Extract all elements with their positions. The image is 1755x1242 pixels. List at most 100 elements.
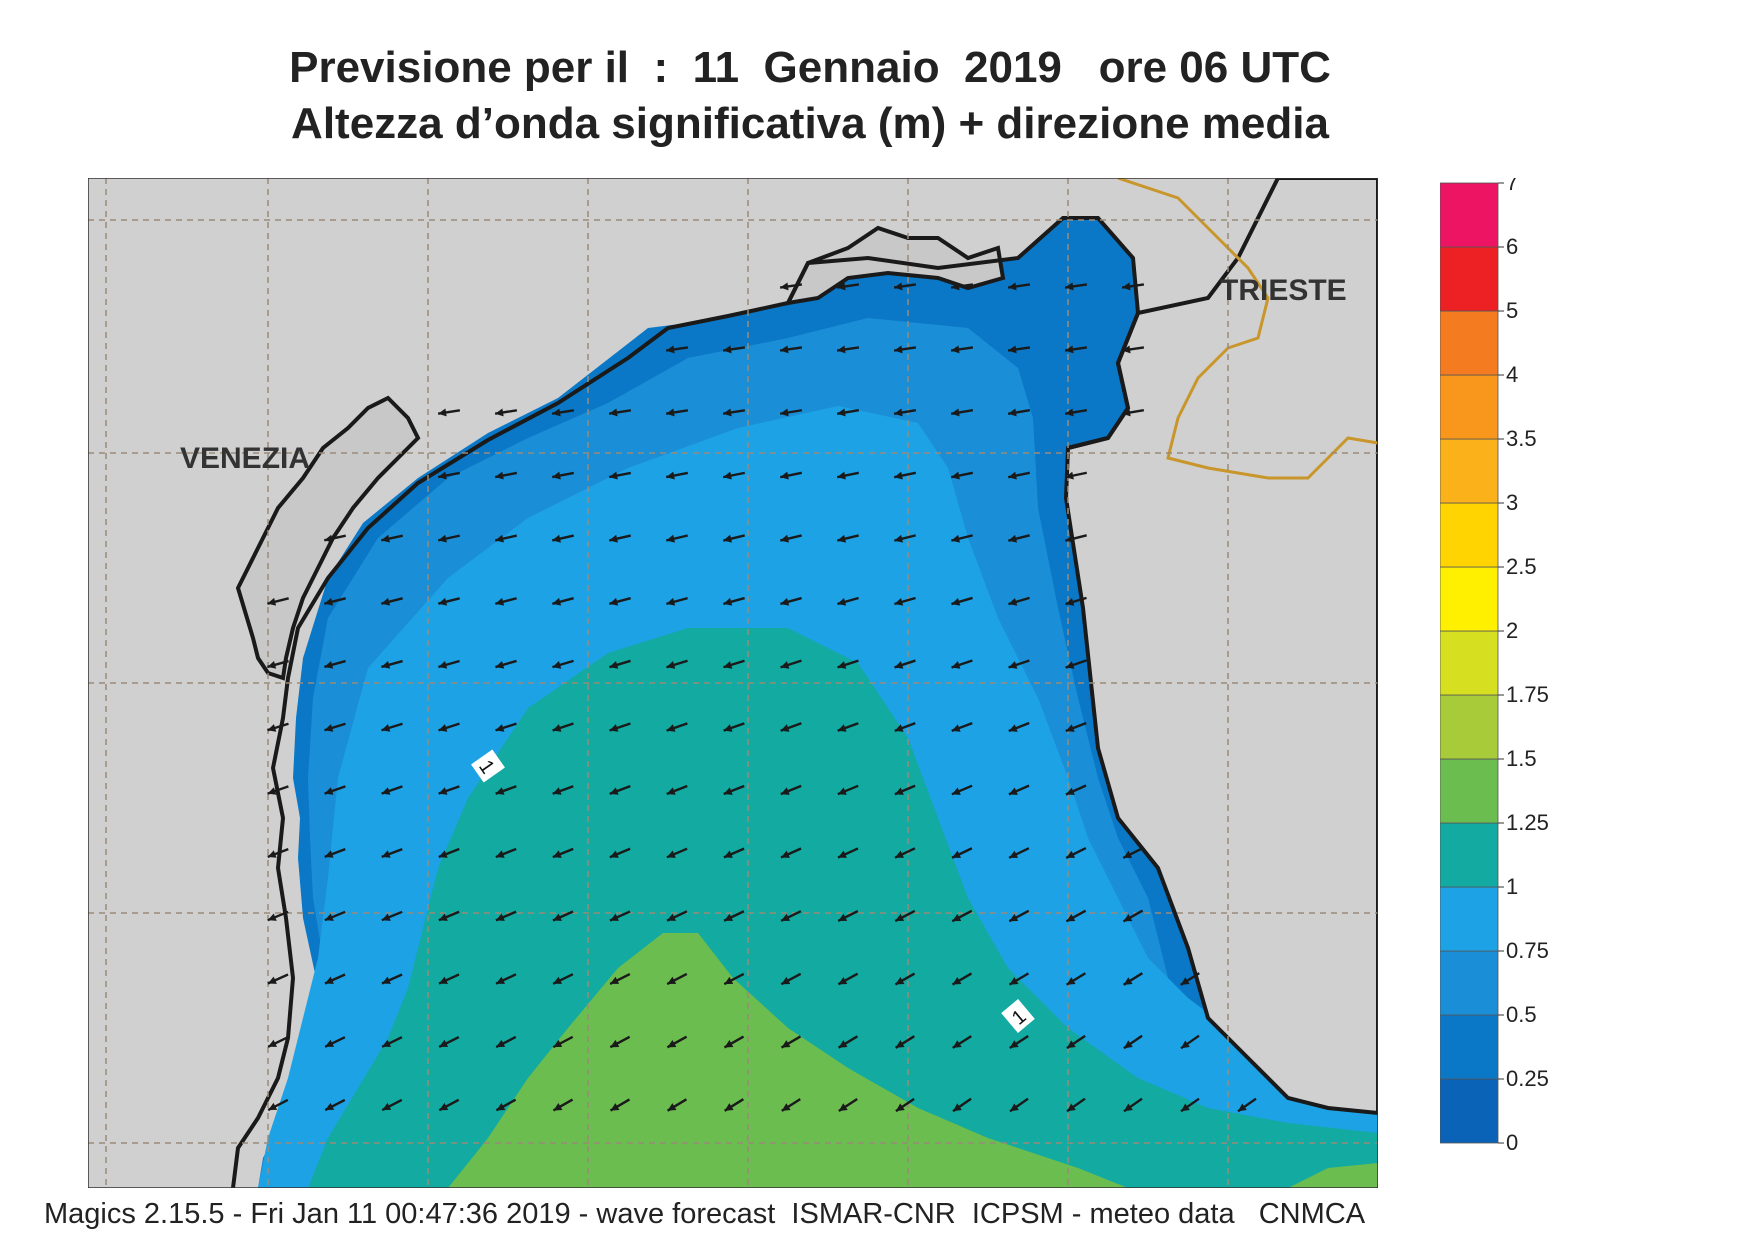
wave-arrow <box>894 909 916 923</box>
wave-arrow <box>437 534 461 543</box>
wave-arrow <box>495 785 517 795</box>
wave-arrow <box>1237 1097 1257 1113</box>
wave-arrow <box>723 972 745 986</box>
wave-arrow <box>381 785 403 795</box>
wave-arrow <box>1008 596 1030 606</box>
wave-arrow <box>551 408 575 417</box>
legend-tick-label: 1.25 <box>1506 810 1549 835</box>
wave-arrow <box>951 659 973 669</box>
wave-arrow <box>609 847 631 859</box>
legend-tick-label: 1.75 <box>1506 682 1549 707</box>
wave-arrow <box>1180 1034 1200 1050</box>
wave-arrow <box>1121 282 1145 291</box>
wave-arrow <box>951 721 973 733</box>
political-border <box>1117 178 1378 480</box>
wave-arrow <box>722 471 746 480</box>
wave-arrow <box>1007 471 1031 480</box>
wave-arrow <box>552 785 574 795</box>
wave-arrow <box>1123 972 1143 986</box>
legend-tick-label: 7 <box>1506 178 1518 195</box>
wave-arrow <box>267 1098 289 1112</box>
wave-arrow <box>552 910 574 922</box>
wave-arrow <box>552 973 574 985</box>
wave-arrow <box>666 596 688 606</box>
legend-tick-label: 5 <box>1506 298 1518 323</box>
legend-tick-label: 2.5 <box>1506 554 1537 579</box>
wave-arrow <box>1007 282 1031 291</box>
wave-arrow <box>837 596 859 606</box>
wave-arrow <box>1009 1034 1029 1050</box>
legend-tick-label: 1 <box>1506 874 1518 899</box>
wave-arrow <box>324 1098 346 1112</box>
wave-arrow <box>780 847 802 859</box>
wave-arrow <box>552 1035 574 1049</box>
wave-arrow <box>1065 972 1087 986</box>
legend-band <box>1440 886 1499 952</box>
wave-arrow <box>381 847 403 859</box>
wave-arrow <box>895 1035 915 1049</box>
wave-arrow <box>267 659 289 669</box>
grado-lagoon <box>784 225 1006 306</box>
legend-tick-label: 0 <box>1506 1130 1518 1155</box>
legend-band <box>1440 822 1499 888</box>
wave-arrow <box>1064 471 1088 480</box>
wave-arrow <box>894 847 916 859</box>
wave-arrow <box>1064 282 1088 291</box>
legend-tick-label: 1.5 <box>1506 746 1537 771</box>
wave-arrow <box>723 847 745 859</box>
legend-tick-label: 2 <box>1506 618 1518 643</box>
legend-tick-label: 0.75 <box>1506 938 1549 963</box>
wave-arrow <box>552 534 574 543</box>
wave-arrow <box>323 534 347 543</box>
wave-arrow <box>495 1098 517 1112</box>
wave-arrow <box>723 534 745 543</box>
wave-arrow <box>608 408 632 417</box>
wave-arrow <box>267 973 289 985</box>
wave-arrow <box>438 659 460 669</box>
wave-arrow <box>723 1035 745 1049</box>
wave-arrow <box>837 534 859 543</box>
wave-arrow <box>1008 972 1030 986</box>
wave-arrow <box>267 597 289 606</box>
wave-arrow <box>609 722 631 732</box>
wave-arrow <box>381 910 403 922</box>
city-label-trieste: TRIESTE <box>1220 274 1347 307</box>
wave-arrow <box>438 847 460 859</box>
wave-arrow <box>780 596 802 606</box>
wave-arrow <box>267 722 289 732</box>
wave-arrow <box>838 1097 858 1113</box>
wave-arrow <box>952 1035 972 1049</box>
wave-arrow <box>666 847 688 859</box>
wave-arrow <box>324 597 346 606</box>
wave-arrow <box>780 722 802 732</box>
wave-arrow <box>951 784 973 796</box>
sea-band-1.25-1.5 <box>448 933 1128 1188</box>
wave-arrow <box>950 408 974 417</box>
wave-arrow <box>950 282 974 291</box>
wave-arrow <box>1122 846 1144 860</box>
wave-arrow <box>666 972 688 986</box>
wave-arrow <box>1065 534 1087 543</box>
wave-arrow <box>779 471 803 480</box>
wave-arrow <box>780 910 802 922</box>
wave-arrow <box>780 784 802 796</box>
wave-arrow <box>609 597 631 606</box>
wave-arrow <box>381 722 403 732</box>
wave-arrow <box>1180 1097 1200 1113</box>
wave-arrow <box>1007 345 1031 354</box>
wave-arrow <box>836 471 860 480</box>
wave-arrow <box>1008 909 1030 923</box>
wave-arrow <box>381 1098 403 1112</box>
wave-height-legend: 0 0.25 0.5 0.75 1 1.25 1.5 1.75 2 2.5 3 3.5 4 5 6 7 <box>1440 178 1549 1155</box>
wave-arrow <box>1065 847 1087 859</box>
wave-arrow <box>951 972 973 986</box>
wave-arrow <box>895 1097 915 1113</box>
wave-arrow <box>894 972 916 986</box>
wave-arrow <box>552 722 574 732</box>
footer-credits: Magics 2.15.5 - Fri Jan 11 00:47:36 2019… <box>44 1198 1366 1230</box>
wave-arrow <box>723 722 745 732</box>
wave-arrow <box>894 534 916 543</box>
wave-arrow <box>267 1036 289 1048</box>
wave-arrow <box>836 408 860 417</box>
wave-arrow <box>324 785 346 795</box>
